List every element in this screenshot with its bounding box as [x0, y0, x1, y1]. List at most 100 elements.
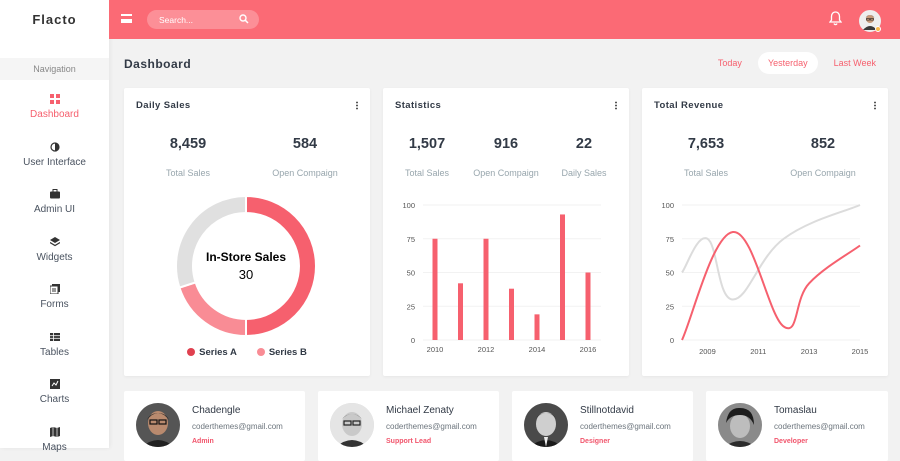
contact-card[interactable]: Stillnotdavid coderthemes@gmail.com Desi… [512, 391, 693, 461]
contact-role: Developer [774, 438, 808, 445]
line-series-series-a[interactable] [681, 231, 861, 341]
sidebar-item-tables[interactable]: Tables [0, 332, 109, 358]
sidebar-item-forms[interactable]: Forms [0, 284, 109, 310]
legend-series-b[interactable]: Series B [256, 347, 307, 358]
y-tick-label: 25 [666, 302, 674, 311]
sidebar-item-user-interface[interactable]: User Interface [0, 142, 109, 168]
chart-icon [49, 379, 60, 389]
y-tick-label: 75 [407, 235, 415, 244]
legend-swatch [187, 348, 196, 356]
x-tick-label: 2010 [427, 345, 444, 354]
sidebar-item-label: Widgets [36, 252, 73, 263]
status-dot [875, 26, 881, 32]
avatar [524, 403, 568, 447]
y-tick-label: 0 [670, 336, 674, 345]
stat-value: 852 [810, 136, 836, 152]
contact-card[interactable]: Michael Zenaty coderthemes@gmail.com Sup… [318, 391, 499, 461]
sidebar: Flacto Navigation Dashboard User Interfa… [0, 0, 109, 453]
search-icon[interactable] [239, 14, 249, 24]
stat-open-compaign: 584 Open Compaign [270, 136, 340, 181]
sidebar-item-label: Admin UI [33, 204, 76, 215]
profile-photo [136, 403, 180, 447]
profile-photo [718, 403, 762, 447]
x-tick-label: 2016 [580, 345, 597, 354]
daily-sales-card: Daily Sales 8,459 Total Sales 584 Open C… [124, 88, 370, 376]
line-series-series-b[interactable] [681, 204, 861, 301]
tab-yesterday[interactable]: Yesterday [757, 52, 818, 74]
x-tick-label: 2011 [750, 347, 766, 356]
more-options-icon[interactable] [615, 101, 617, 110]
briefcase-icon [49, 189, 60, 199]
more-options-icon[interactable] [874, 101, 876, 110]
date-tabs: Today Yesterday Last Week [708, 52, 886, 74]
contact-card[interactable]: Tomaslau coderthemes@gmail.com Developer [706, 391, 888, 461]
legend-series-a[interactable]: Series A [187, 347, 237, 358]
card-title: Statistics [395, 100, 442, 111]
profile-photo [524, 403, 568, 447]
stat-label: Total Sales [683, 168, 729, 178]
layers-icon [49, 237, 60, 247]
contact-card[interactable]: Chadengle coderthemes@gmail.com Admin [124, 391, 305, 461]
topbar: Search... [109, 0, 900, 39]
profile-photo [330, 403, 374, 447]
legend-label: Series B [268, 347, 307, 358]
sidebar-item-widgets[interactable]: Widgets [0, 237, 109, 263]
sidebar-item-maps[interactable]: Maps [0, 427, 109, 453]
sidebar-item-charts[interactable]: Charts [0, 379, 109, 405]
bar[interactable] [432, 238, 438, 340]
bar[interactable] [458, 283, 463, 340]
menu-icon[interactable] [121, 14, 132, 23]
total-revenue-card: Total Revenue 7,653 Total Sales 852 Open… [642, 88, 888, 376]
contact-email: coderthemes@gmail.com [580, 422, 671, 431]
stat-total-sales: 1,507 Total Sales [397, 136, 457, 181]
stat-label: Open Compaign [790, 168, 856, 178]
sidebar-item-label: Forms [40, 299, 69, 310]
y-tick-label: 50 [407, 269, 415, 278]
avatar [136, 403, 180, 447]
stat-label: Open Compaign [272, 168, 338, 178]
card-title: Daily Sales [136, 100, 191, 111]
stat-label: Total Sales [165, 168, 211, 178]
grid-icon [49, 94, 60, 104]
halfmoon-icon [49, 142, 60, 152]
app-logo[interactable]: Flacto [32, 12, 77, 27]
page-title: Dashboard [124, 57, 192, 71]
y-tick-label: 100 [402, 201, 415, 210]
contact-email: coderthemes@gmail.com [192, 422, 283, 431]
contact-role: Admin [192, 438, 214, 445]
statistics-card: Statistics 1,507 Total Sales 916 Open Co… [383, 88, 629, 376]
contact-role: Support Lead [386, 438, 432, 445]
stat-open-compaign: 916 Open Compaign [471, 136, 541, 181]
y-tick-label: 0 [411, 336, 415, 345]
bar[interactable] [534, 314, 540, 340]
bar[interactable] [509, 288, 514, 340]
contact-email: coderthemes@gmail.com [774, 422, 865, 431]
contact-email: coderthemes@gmail.com [386, 422, 477, 431]
bar[interactable] [585, 272, 591, 341]
stat-value: 584 [292, 136, 318, 152]
x-tick-label: 2014 [529, 345, 546, 354]
stat-value: 22 [575, 136, 593, 152]
bell-icon[interactable] [829, 11, 842, 26]
forms-icon [49, 284, 60, 294]
tab-today[interactable]: Today [717, 58, 742, 68]
bar[interactable] [483, 238, 489, 340]
donut-slice-other[interactable] [175, 194, 247, 289]
donut-title: In-Store Sales [206, 250, 286, 264]
map-icon [49, 427, 60, 437]
tab-last-week[interactable]: Last Week [833, 58, 876, 68]
stat-total-sales: 7,653 Total Sales [676, 136, 736, 181]
stat-value: 1,507 [408, 136, 446, 152]
search-input[interactable]: Search... [147, 10, 259, 29]
contact-name: Tomaslau [774, 405, 817, 416]
sidebar-item-dashboard[interactable]: Dashboard [0, 94, 109, 120]
bar[interactable] [560, 214, 565, 340]
user-avatar[interactable] [859, 10, 881, 32]
stat-label: Daily Sales [561, 168, 607, 178]
donut-slice-series-a[interactable] [245, 194, 317, 338]
stat-daily-sales: 22 Daily Sales [554, 136, 614, 181]
stat-label: Open Compaign [473, 168, 539, 178]
sidebar-item-admin-ui[interactable]: Admin UI [0, 189, 109, 215]
more-options-icon[interactable] [356, 101, 358, 110]
donut-slice-series-b[interactable] [178, 281, 247, 338]
